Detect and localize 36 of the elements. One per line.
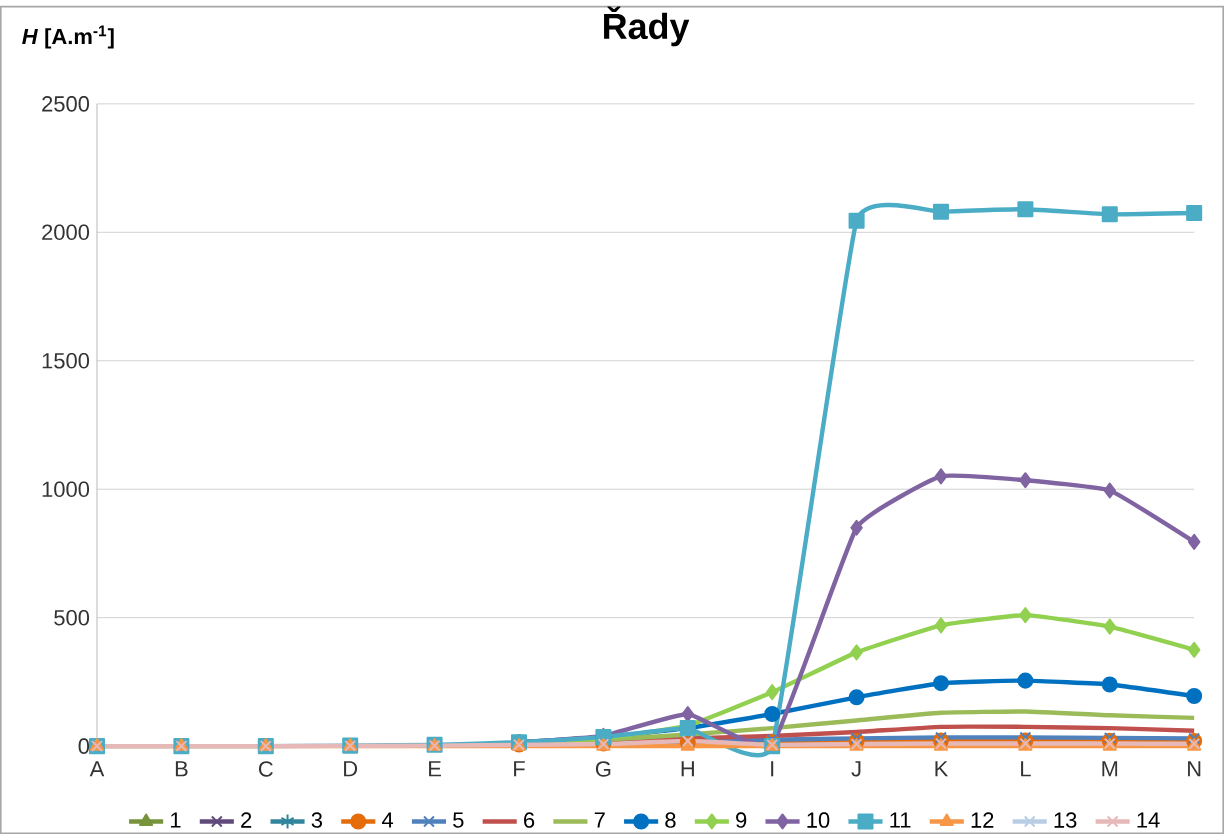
x-tick-label: F (514, 761, 525, 777)
legend-label: 1 (171, 812, 181, 828)
x-tick-label: E (429, 761, 441, 777)
x-tick-label: B (175, 761, 188, 777)
legend-label: 10 (807, 812, 830, 829)
legend-label: 3 (311, 812, 323, 829)
x-tick-label: J (851, 761, 861, 777)
legend-label: 4 (382, 812, 394, 828)
legend-label: 14 (1137, 812, 1160, 828)
x-tick-label: A (89, 761, 105, 777)
legend-label: 11 (890, 812, 911, 828)
x-tick-label: G (595, 761, 611, 777)
chart-title: Řady (604, 6, 690, 47)
legend-label: 2 (241, 812, 252, 828)
legend-label: 6 (524, 812, 535, 829)
x-tick-label: I (771, 761, 774, 777)
y-tick-label: 1000 (42, 481, 90, 498)
legend-label: 8 (665, 812, 676, 829)
x-tick-label: N (1188, 761, 1201, 777)
legend-label: 13 (1054, 812, 1077, 829)
legend-label: 12 (971, 812, 994, 828)
y-tick-label: 2000 (42, 224, 90, 241)
x-tick-label: D (344, 761, 358, 777)
x-tick-label: L (1021, 761, 1031, 777)
legend-label: 5 (453, 812, 464, 828)
y-tick-label: 500 (54, 610, 90, 626)
legend-label: 9 (736, 812, 747, 829)
y-tick-label: 1500 (42, 353, 90, 369)
x-tick-label: M (1102, 761, 1118, 777)
y-tick-label: 0 (78, 738, 90, 755)
x-tick-label: K (935, 761, 949, 777)
legend-label: 7 (594, 812, 605, 828)
x-tick-label: H (681, 761, 694, 777)
x-tick-label: C (258, 761, 273, 777)
y-tick-label: 2500 (42, 96, 90, 112)
y-axis-title: H [A.m$^{-1}$] (22, 25, 114, 49)
